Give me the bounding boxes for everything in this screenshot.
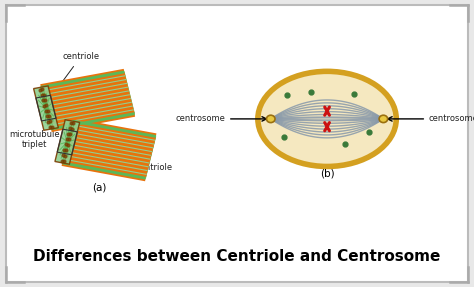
Text: Differences between Centriole and Centrosome: Differences between Centriole and Centro…	[33, 249, 441, 264]
Polygon shape	[55, 120, 80, 164]
Text: (b): (b)	[320, 168, 334, 178]
Circle shape	[266, 115, 275, 123]
Text: centriole: centriole	[50, 53, 99, 98]
Polygon shape	[41, 72, 135, 129]
Polygon shape	[62, 121, 156, 178]
Circle shape	[379, 115, 388, 123]
Text: centrosome: centrosome	[176, 115, 226, 123]
Polygon shape	[34, 86, 58, 130]
Ellipse shape	[258, 71, 396, 166]
Text: (a): (a)	[92, 183, 107, 193]
FancyBboxPatch shape	[6, 5, 468, 282]
Text: centriole: centriole	[87, 153, 173, 172]
Text: centrosome: centrosome	[428, 115, 474, 123]
Text: microtubule
triplet: microtubule triplet	[9, 130, 67, 149]
